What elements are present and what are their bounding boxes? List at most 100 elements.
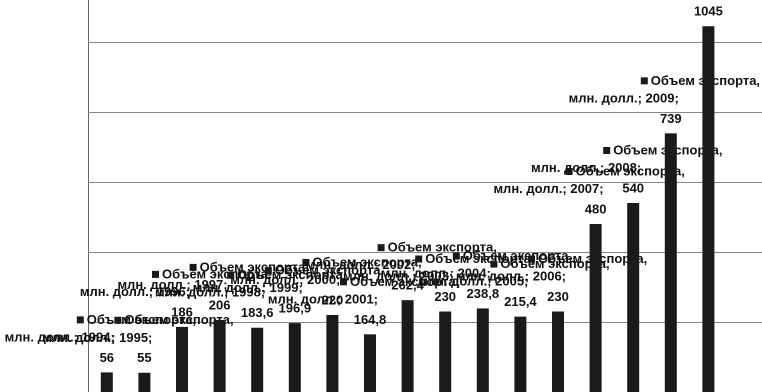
bar xyxy=(552,311,564,392)
label-marker xyxy=(302,259,310,266)
point-label-text: млн. долл.; xyxy=(80,284,153,299)
category-label: 2009; xyxy=(646,91,679,106)
label-marker xyxy=(377,244,385,252)
bar xyxy=(364,334,376,392)
point-label: млн. долл.; 1996; xyxy=(80,284,190,299)
bar xyxy=(176,326,188,392)
label-marker xyxy=(452,252,460,260)
label-marker xyxy=(565,168,573,175)
point-label: млн. долл.; 2005; xyxy=(418,274,528,289)
point-label-text: млн. долл.; xyxy=(42,330,115,345)
point-label-text: млн. долл.; xyxy=(456,269,529,284)
label-marker xyxy=(603,147,611,154)
bar xyxy=(664,133,677,392)
point-label: Объем экспорта, xyxy=(425,251,534,266)
point-label-text: млн. долл.; xyxy=(117,277,190,292)
point-label: млн. долл.; 2006; xyxy=(456,269,566,284)
label-marker xyxy=(415,255,423,263)
point-label-text: млн. долл.; xyxy=(493,181,566,196)
value-label: 1045 xyxy=(694,4,723,19)
category-label: 1998; xyxy=(232,285,265,300)
point-label: Объем экспорта, xyxy=(500,256,609,271)
point-label-text: млн. долл.; xyxy=(155,285,228,300)
bar xyxy=(439,311,452,392)
bar xyxy=(251,327,264,392)
value-label: 238,8 xyxy=(467,286,500,301)
label-marker xyxy=(264,267,272,275)
point-label: млн. долл.; 2002; xyxy=(305,258,415,273)
point-label-text: млн. долл.; xyxy=(268,292,341,307)
label-marker xyxy=(340,278,347,286)
point-label: млн. долл.; 2004; xyxy=(381,266,491,281)
value-label: 206 xyxy=(209,297,231,312)
point-label: млн. долл.; 1999; xyxy=(193,281,303,296)
label-marker xyxy=(528,255,535,263)
point-label: Объем экспорта, xyxy=(200,259,309,274)
bar xyxy=(514,316,527,392)
value-label: 230 xyxy=(434,289,456,304)
point-label: млн. долл.; 2003; xyxy=(343,269,453,284)
category-label: 1995; xyxy=(119,330,152,345)
point-label: Объем экспорта, xyxy=(162,266,271,281)
point-label-text: млн. долл.; xyxy=(418,274,491,289)
bar xyxy=(627,203,640,392)
point-label-text: млн. долл.; xyxy=(230,272,303,287)
point-label: Объем экспорта, xyxy=(237,267,346,282)
point-label-text: млн. долл.; xyxy=(343,269,416,284)
label-marker xyxy=(114,316,122,324)
point-label: млн. долл.; 2007; xyxy=(493,181,603,196)
value-label: 540 xyxy=(622,180,644,195)
category-label: 2001; xyxy=(345,292,378,307)
value-label: 262,4 xyxy=(391,278,424,293)
point-label: млн. долл.; 2000; xyxy=(230,272,340,287)
value-label: 164,8 xyxy=(354,312,387,327)
label-marker xyxy=(76,316,84,324)
bar xyxy=(589,224,602,392)
point-label: млн. долл.; 1998; xyxy=(155,285,265,300)
category-label: 1996; xyxy=(157,284,190,299)
point-label-text: млн. долл.; xyxy=(381,266,454,281)
point-label: Объем экспорта, xyxy=(388,240,497,255)
label-marker xyxy=(152,270,159,278)
point-label: Объем экспорта, xyxy=(124,312,233,327)
bar xyxy=(213,319,226,392)
category-label: 2005; xyxy=(495,274,528,289)
bar xyxy=(702,26,715,392)
value-label: 480 xyxy=(585,201,607,216)
bar xyxy=(326,315,339,392)
value-label: 186 xyxy=(171,304,193,319)
bar xyxy=(100,372,113,392)
category-label: 1997; xyxy=(194,277,227,292)
value-label: 220 xyxy=(322,292,344,307)
point-label: млн. долл.; 2009; xyxy=(569,91,679,106)
point-label-text: млн. долл.; xyxy=(569,91,642,106)
point-label: Объем экспорта, xyxy=(463,248,572,263)
point-label: Объем экспорта, xyxy=(312,254,421,269)
category-label: 2004; xyxy=(458,266,491,281)
value-label: 56 xyxy=(100,350,114,365)
category-label: 1999; xyxy=(270,281,303,296)
point-label: Объем экспорта, xyxy=(576,163,685,178)
point-label-text: млн. долл.; xyxy=(531,160,604,175)
value-label: 215,4 xyxy=(504,294,537,309)
value-label: 739 xyxy=(660,111,682,126)
point-label: млн. долл.; 2008; xyxy=(531,160,641,175)
category-label: 2007; xyxy=(570,181,603,196)
point-label-text: млн. долл.; xyxy=(5,330,78,345)
label-marker xyxy=(640,77,648,85)
value-label: 183,6 xyxy=(241,305,274,320)
point-label-text: млн. долл.; xyxy=(305,258,378,273)
category-label: 1994; xyxy=(82,330,115,345)
bar xyxy=(401,300,414,392)
point-label: Объем экспорта, xyxy=(275,263,384,278)
label-marker xyxy=(189,263,197,271)
point-label: Объем экспорта, xyxy=(87,312,196,327)
category-label: 2002; xyxy=(382,258,415,273)
point-label: млн. долл.; 1994; xyxy=(5,330,115,345)
category-label: 2000; xyxy=(307,272,340,287)
point-label: млн. долл.; 1997; xyxy=(117,277,227,292)
bar xyxy=(138,372,151,392)
category-label: 2008; xyxy=(608,160,641,175)
value-label: 230 xyxy=(547,289,569,304)
